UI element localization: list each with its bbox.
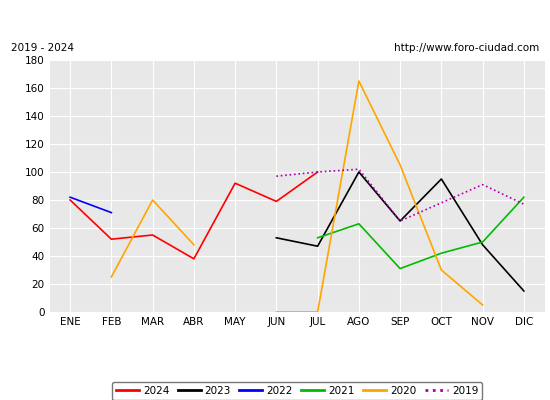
Text: http://www.foro-ciudad.com: http://www.foro-ciudad.com — [394, 43, 539, 53]
Text: Evolucion Nº Turistas Nacionales en el municipio de Ibargoiti: Evolucion Nº Turistas Nacionales en el m… — [73, 14, 477, 26]
Legend: 2024, 2023, 2022, 2021, 2020, 2019: 2024, 2023, 2022, 2021, 2020, 2019 — [112, 382, 482, 400]
Text: 2019 - 2024: 2019 - 2024 — [11, 43, 74, 53]
